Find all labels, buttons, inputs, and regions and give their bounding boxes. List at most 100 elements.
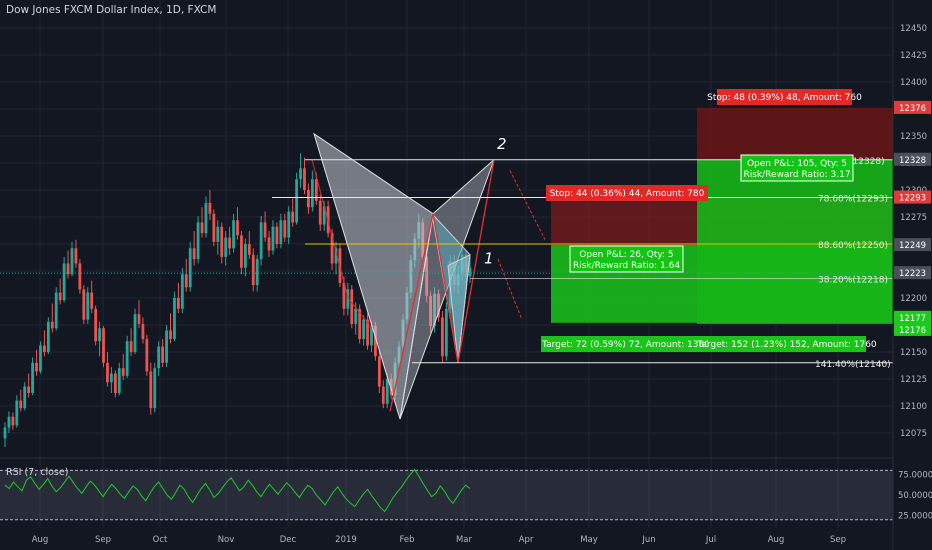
price-tick-label: 12425	[900, 51, 927, 61]
time-tick-label: Nov	[218, 535, 235, 545]
candle-body	[137, 314, 141, 324]
candle-body	[133, 314, 137, 352]
time-tick-label: May	[580, 535, 598, 545]
candle-body	[121, 368, 125, 376]
candle-body	[433, 293, 436, 327]
candle-body	[362, 319, 366, 340]
candle-body	[240, 235, 243, 268]
candle-body	[370, 326, 373, 346]
candle-body	[255, 259, 259, 286]
candle-body	[212, 213, 216, 242]
position-zones	[551, 107, 893, 324]
candle-body	[153, 368, 157, 409]
price-flag	[894, 100, 931, 114]
fib-label: 38.20%(12218)	[818, 276, 888, 286]
candle-body	[43, 345, 46, 352]
candle-body	[176, 298, 180, 309]
candle-body	[98, 328, 101, 342]
price-tick-label: 12400	[900, 78, 927, 88]
candle-body	[39, 345, 42, 372]
pnl-box-1-text: Risk/Reward Ratio: 1.64	[573, 261, 680, 271]
candle-body	[208, 202, 212, 214]
candle-body	[86, 292, 90, 320]
candle-body	[267, 237, 271, 251]
projection-arrow-1	[497, 258, 523, 320]
candle-body	[7, 416, 11, 428]
stop-zone-2	[697, 107, 893, 160]
fib-label: 88.60%(12250)	[818, 241, 888, 251]
price-flag	[894, 266, 931, 280]
stop-box-1: Stop: 44 (0.36%) 44, Amount: 780	[546, 185, 708, 201]
price-flag	[894, 310, 931, 324]
candle-body	[78, 263, 82, 290]
fib-label: 141.40%(12140)	[815, 360, 891, 370]
candle-body	[70, 248, 74, 275]
target-box-1-text: Target: 72 (0.59%) 72, Amount: 1360	[541, 340, 710, 350]
rsi-indicator-label[interactable]: RSI (7, close)	[6, 467, 69, 478]
candle-body	[27, 386, 31, 394]
stop-box-2-bg	[717, 89, 852, 105]
candle-body	[161, 346, 165, 363]
candle-body	[145, 339, 149, 372]
candle-body	[117, 368, 121, 394]
candle-body	[236, 220, 239, 236]
pnl-box-2-text: Risk/Reward Ratio: 3.17	[743, 170, 850, 180]
harmonic-pattern: 12	[311, 132, 546, 420]
candle-body	[350, 289, 354, 324]
time-tick-label: Apr	[519, 535, 534, 545]
candle-body	[50, 321, 54, 329]
candle-body	[192, 248, 196, 260]
time-tick-label: Sep	[830, 535, 846, 545]
candle-body	[259, 222, 263, 260]
time-tick-label: Aug	[32, 535, 49, 545]
candle-body	[385, 379, 389, 404]
candle-body	[102, 328, 105, 363]
candle-body	[3, 427, 7, 439]
price-tick-label: 12125	[900, 375, 927, 385]
candle-body	[358, 308, 362, 340]
candle-body	[287, 211, 291, 238]
candle-body	[173, 298, 176, 340]
candle-body	[334, 248, 338, 264]
candle-body	[62, 263, 66, 301]
price-flag-label: 12376	[899, 104, 926, 114]
candle-body	[295, 179, 299, 223]
fib-label: 78.60%(12293)	[818, 195, 888, 205]
candle-body	[15, 400, 19, 426]
pattern-point-label: 1	[484, 249, 494, 267]
candle-body	[66, 263, 70, 275]
projection-arrow-2	[509, 170, 546, 240]
time-tick-label: Mar	[456, 535, 473, 545]
time-axis[interactable]: Aug Sep Oct Nov Dec 2019 Feb Mar Apr May Jun Jul Aug…	[32, 535, 846, 545]
price-tick-label: 12200	[900, 294, 927, 304]
candle-body	[342, 282, 346, 309]
rsi-line	[4, 468, 471, 513]
candle-body	[23, 386, 27, 409]
price-tick-label: 12450	[900, 24, 927, 34]
candle-body	[263, 222, 267, 238]
candle-body	[381, 386, 385, 404]
candle-body	[247, 244, 251, 255]
candle-body	[11, 416, 15, 426]
candle-body	[125, 341, 129, 376]
candle-body	[74, 248, 78, 264]
candle-body	[54, 292, 58, 329]
grid-lines	[0, 0, 893, 528]
price-flag	[894, 238, 931, 252]
candle-body	[184, 274, 188, 288]
price-tick-label: 12275	[900, 213, 927, 223]
candle-body	[216, 226, 220, 242]
candle-body	[314, 179, 318, 201]
candle-body	[275, 226, 279, 244]
candle-body	[429, 295, 432, 327]
candle-body	[444, 308, 448, 357]
target-box-1-bg	[541, 336, 711, 352]
price-axis[interactable]: 1207512100121251215012175122001222512250…	[892, 0, 932, 550]
price-tick-label: 12100	[900, 402, 927, 412]
chart-title: Dow Jones FXCM Dollar Index, 1D, FXCM	[6, 4, 217, 16]
candle-body	[19, 400, 23, 409]
stop-box-1-text: Stop: 44 (0.36%) 44, Amount: 780	[550, 189, 705, 199]
